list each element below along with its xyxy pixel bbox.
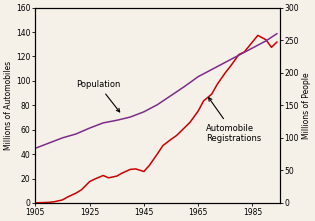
Y-axis label: Millions of People: Millions of People <box>302 72 311 139</box>
Text: Automobile
Registrations: Automobile Registrations <box>206 98 261 143</box>
Y-axis label: Millions of Automobiles: Millions of Automobiles <box>4 61 13 150</box>
Text: Population: Population <box>76 80 120 112</box>
